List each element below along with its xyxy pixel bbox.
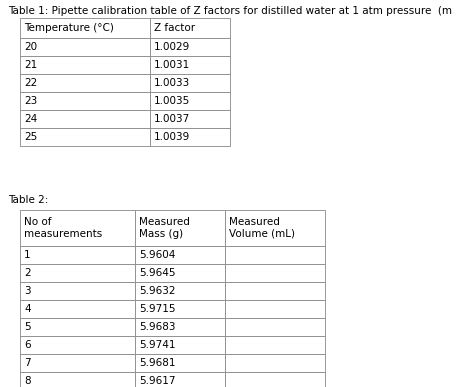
Text: Table 2:: Table 2: <box>8 195 48 205</box>
Text: 4: 4 <box>24 304 31 314</box>
Bar <box>135 318 225 336</box>
Bar <box>20 18 150 38</box>
Bar <box>150 38 230 56</box>
Text: 1.0033: 1.0033 <box>154 78 190 88</box>
Bar <box>20 372 135 387</box>
Bar <box>20 210 135 246</box>
Bar <box>135 246 225 264</box>
Bar <box>20 264 135 282</box>
Text: 5.9681: 5.9681 <box>139 358 175 368</box>
Bar <box>20 74 150 92</box>
Bar <box>225 336 325 354</box>
Bar <box>20 336 135 354</box>
Text: 6: 6 <box>24 340 31 350</box>
Bar <box>150 56 230 74</box>
Bar <box>135 264 225 282</box>
Text: 5.9604: 5.9604 <box>139 250 175 260</box>
Bar <box>20 56 150 74</box>
Bar <box>20 246 135 264</box>
Text: 24: 24 <box>24 114 37 124</box>
Bar <box>225 354 325 372</box>
Bar <box>225 372 325 387</box>
Bar <box>225 300 325 318</box>
Text: 1: 1 <box>24 250 31 260</box>
Text: 20: 20 <box>24 42 37 52</box>
Bar <box>225 318 325 336</box>
Bar <box>135 354 225 372</box>
Text: 5.9645: 5.9645 <box>139 268 175 278</box>
Text: 1.0035: 1.0035 <box>154 96 190 106</box>
Text: 25: 25 <box>24 132 37 142</box>
Bar <box>20 92 150 110</box>
Text: 2: 2 <box>24 268 31 278</box>
Bar <box>20 110 150 128</box>
Bar <box>20 282 135 300</box>
Text: 5.9715: 5.9715 <box>139 304 175 314</box>
Bar <box>20 128 150 146</box>
Text: 5.9683: 5.9683 <box>139 322 175 332</box>
Bar <box>150 18 230 38</box>
Text: 5.9741: 5.9741 <box>139 340 175 350</box>
Text: Temperature (°C): Temperature (°C) <box>24 23 114 33</box>
Bar <box>225 246 325 264</box>
Text: No of
measurements: No of measurements <box>24 217 102 239</box>
Bar <box>20 318 135 336</box>
Text: 5.9632: 5.9632 <box>139 286 175 296</box>
Text: 8: 8 <box>24 376 31 386</box>
Text: 1.0029: 1.0029 <box>154 42 190 52</box>
Text: Table 1: Pipette calibration table of Z factors for distilled water at 1 atm pre: Table 1: Pipette calibration table of Z … <box>8 6 452 16</box>
Bar <box>150 92 230 110</box>
Bar <box>225 282 325 300</box>
Bar <box>135 336 225 354</box>
Text: Measured
Mass (g): Measured Mass (g) <box>139 217 190 239</box>
Bar <box>20 354 135 372</box>
Text: 22: 22 <box>24 78 37 88</box>
Bar <box>225 264 325 282</box>
Text: Z factor: Z factor <box>154 23 195 33</box>
Bar <box>135 282 225 300</box>
Text: 3: 3 <box>24 286 31 296</box>
Bar <box>150 110 230 128</box>
Text: 7: 7 <box>24 358 31 368</box>
Bar <box>225 210 325 246</box>
Bar <box>20 300 135 318</box>
Bar <box>20 38 150 56</box>
Text: 1.0031: 1.0031 <box>154 60 190 70</box>
Text: 1.0039: 1.0039 <box>154 132 190 142</box>
Text: 1.0037: 1.0037 <box>154 114 190 124</box>
Bar <box>150 74 230 92</box>
Text: Measured
Volume (mL): Measured Volume (mL) <box>229 217 295 239</box>
Text: 23: 23 <box>24 96 37 106</box>
Text: 21: 21 <box>24 60 37 70</box>
Bar <box>135 210 225 246</box>
Text: 5.9617: 5.9617 <box>139 376 175 386</box>
Bar <box>135 300 225 318</box>
Bar <box>135 372 225 387</box>
Bar <box>150 128 230 146</box>
Text: 5: 5 <box>24 322 31 332</box>
